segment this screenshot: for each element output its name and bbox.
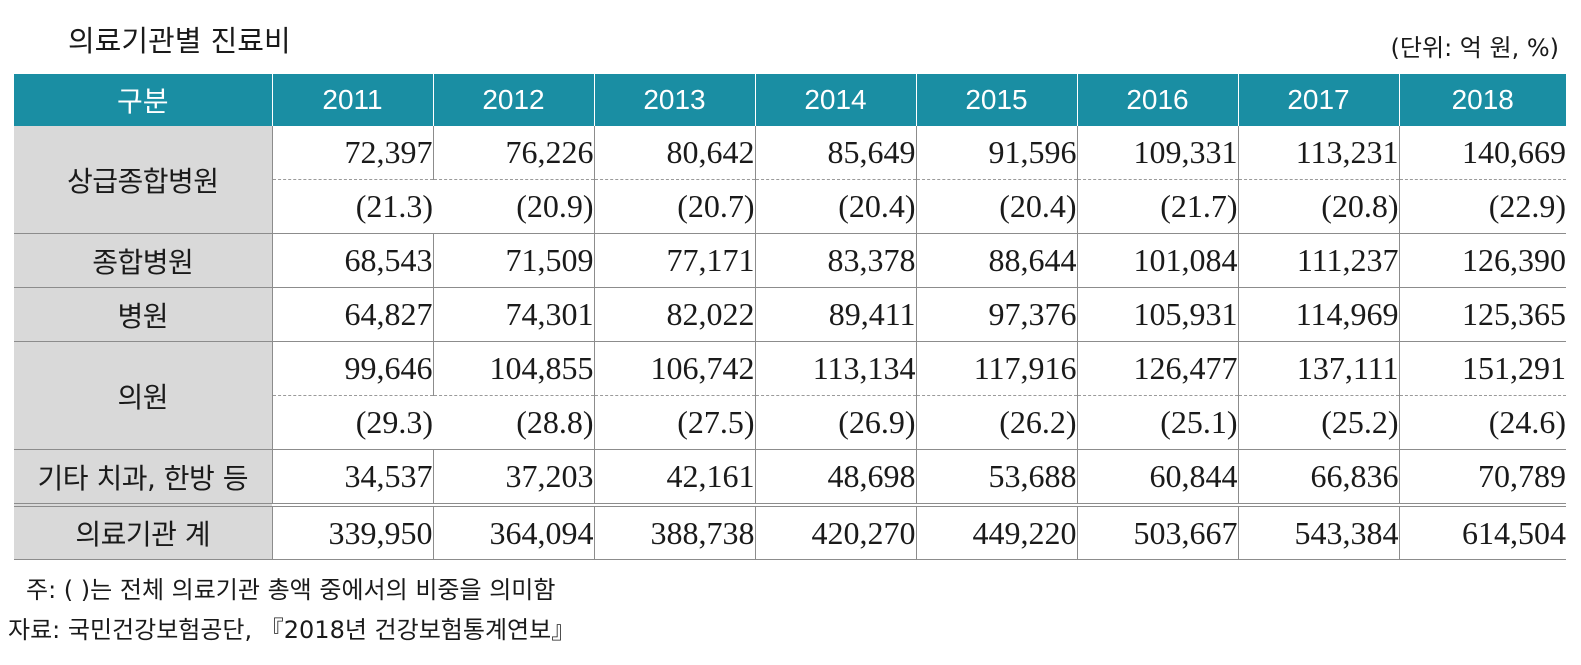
medical-expense-table: 구분 2011 2012 2013 2014 2015 2016 2017 20… [14, 74, 1566, 560]
share-cell: (20.7) [593, 179, 755, 234]
share-cell: (21.7) [1076, 179, 1238, 234]
value-cell: 72,397 [272, 126, 433, 180]
total-cell: 614,504 [1398, 503, 1566, 560]
table-row: 병원 64,827 74,301 82,022 89,411 97,376 10… [14, 287, 1566, 342]
value-cell: 101,084 [1076, 233, 1238, 288]
source-note: 자료: 국민건강보험공단, 『2018년 건강보험통계연보』 [8, 616, 576, 644]
total-cell: 449,220 [915, 503, 1077, 560]
table-row: 상급종합병원 72,397 76,226 80,642 85,649 91,59… [14, 126, 1566, 234]
value-cell: 137,111 [1237, 341, 1399, 396]
year-header: 2011 [271, 74, 433, 126]
year-header: 2012 [432, 74, 594, 126]
value-cell: 117,916 [915, 341, 1077, 396]
value-cell: 113,134 [754, 341, 916, 396]
value-cell: 82,022 [593, 287, 755, 342]
total-cell: 339,950 [272, 503, 433, 560]
year-header: 2018 [1398, 74, 1566, 126]
value-cell: 83,378 [754, 233, 916, 288]
share-cell: (25.2) [1237, 395, 1399, 450]
value-cell: 85,649 [754, 126, 916, 180]
row-label-general: 종합병원 [14, 233, 273, 288]
total-cell: 503,667 [1076, 503, 1238, 560]
unit-label: (단위: 억 원, %) [1390, 34, 1559, 62]
share-cell: (21.3) [271, 179, 433, 234]
share-cell: (27.5) [593, 395, 755, 450]
value-cell: 80,642 [593, 126, 755, 180]
table-row: 기타 치과, 한방 등 34,537 37,203 42,161 48,698 … [14, 449, 1566, 505]
share-cell: (20.8) [1237, 179, 1399, 234]
share-cell: (20.9) [516, 188, 594, 224]
value-cell: 99,646 [272, 341, 433, 396]
row-label-others: 기타 치과, 한방 등 [14, 449, 273, 505]
table-title: 의료기관별 진료비 [68, 24, 291, 58]
table-row-total: 의료기관 계 339,950 364,094 388,738 420,270 4… [14, 503, 1566, 560]
value-cell: 126,390 [1398, 233, 1566, 288]
value-cell: 126,477 [1076, 341, 1238, 396]
total-cell: 420,270 [754, 503, 916, 560]
value-cell: 109,331 [1076, 126, 1238, 180]
value-cell: 70,789 [1398, 449, 1566, 505]
value-cell: 151,291 [1398, 341, 1566, 396]
value-cell: 37,203 [432, 449, 594, 505]
year-header: 2013 [593, 74, 755, 126]
share-cell: (29.3) [271, 395, 433, 450]
share-cell: (26.2) [915, 395, 1077, 450]
value-cell: 91,596 [915, 126, 1077, 180]
footnote: 주: ( )는 전체 의료기관 총액 중에서의 비중을 의미함 [26, 576, 556, 604]
table-row: 의원 99,646 104,855 106,742 113,134 117,91… [14, 341, 1566, 450]
value-cell: 111,237 [1237, 233, 1399, 288]
year-header: 2015 [915, 74, 1077, 126]
value-cell: 89,411 [754, 287, 916, 342]
value-cell: 66,836 [1237, 449, 1399, 505]
value-cell: 77,171 [593, 233, 755, 288]
value-cell: 64,827 [272, 287, 433, 342]
value-cell: 74,301 [432, 287, 594, 342]
table-row-share: (21.3) (20.9) (20.7) (20.4) (20.4) (21.7… [14, 179, 1566, 234]
row-label-total: 의료기관 계 [14, 503, 273, 560]
value-cell: 71,509 [432, 233, 594, 288]
share-cell: (20.4) [754, 179, 916, 234]
value-cell: 125,365 [1398, 287, 1566, 342]
value-cell: 97,376 [915, 287, 1077, 342]
year-header: 2014 [754, 74, 916, 126]
table-row: 종합병원 68,543 71,509 77,171 83,378 88,644 … [14, 233, 1566, 288]
total-cell: 543,384 [1237, 503, 1399, 560]
value-cell: 34,537 [272, 449, 433, 505]
value-cell: 60,844 [1076, 449, 1238, 505]
value-cell: 68,543 [272, 233, 433, 288]
share-cell: (28.8) [516, 404, 594, 440]
value-cell: 42,161 [593, 449, 755, 505]
value-cell: 88,644 [915, 233, 1077, 288]
share-cell: (25.1) [1076, 395, 1238, 450]
value-cell: 104,855 [432, 341, 594, 396]
value-cell: 105,931 [1076, 287, 1238, 342]
value-cell: 53,688 [915, 449, 1077, 505]
year-header: 2017 [1237, 74, 1399, 126]
share-cell: (20.4) [915, 179, 1077, 234]
share-cell: (24.6) [1398, 395, 1566, 450]
row-label-clinic: 의원 [14, 341, 273, 450]
value-cell: 113,231 [1237, 126, 1399, 180]
total-cell: 364,094 [432, 503, 594, 560]
value-cell: 48,698 [754, 449, 916, 505]
row-label-tertiary: 상급종합병원 [14, 126, 273, 234]
total-cell: 388,738 [593, 503, 755, 560]
value-cell: 76,226 [432, 126, 594, 180]
share-cell: (22.9) [1398, 179, 1566, 234]
table-row-share: (29.3) (28.8) (27.5) (26.9) (26.2) (25.1… [14, 395, 1566, 450]
value-cell: 114,969 [1237, 287, 1399, 342]
year-header: 2016 [1076, 74, 1238, 126]
row-label-hospital: 병원 [14, 287, 273, 342]
share-cell: (26.9) [754, 395, 916, 450]
value-cell: 140,669 [1398, 126, 1566, 180]
header-row: 구분 2011 2012 2013 2014 2015 2016 2017 20… [14, 74, 1566, 126]
corner-header: 구분 [14, 74, 272, 126]
value-cell: 106,742 [593, 341, 755, 396]
